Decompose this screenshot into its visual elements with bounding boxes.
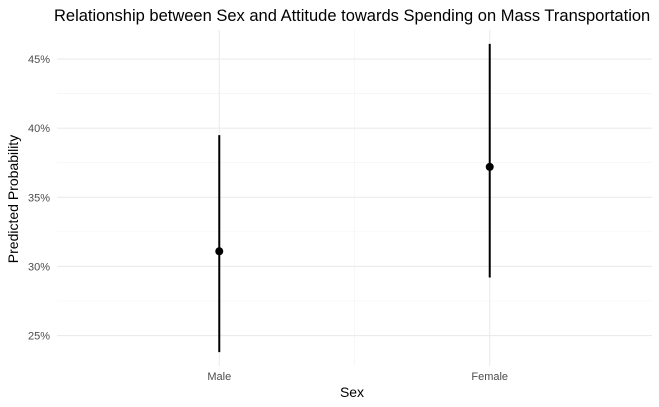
point-ranges (215, 43, 494, 353)
y-axis-label: Predicted Probability (5, 135, 21, 263)
y-axis-ticks: 25% 30% 35% 40% 45% (28, 54, 50, 343)
x-axis-ticks: Male Female (207, 371, 508, 383)
x-tick-label: Male (207, 371, 231, 383)
y-tick-label: 25% (28, 331, 50, 343)
y-tick-label: 45% (28, 54, 50, 66)
y-tick-label: 35% (28, 192, 50, 204)
grid (57, 30, 652, 366)
y-tick-label: 30% (28, 261, 50, 273)
x-axis-label: Sex (340, 384, 364, 400)
estimate-point (485, 162, 494, 171)
x-tick-label: Female (471, 371, 508, 383)
estimate-point (215, 247, 224, 256)
y-tick-label: 40% (28, 123, 50, 135)
chart-title: Relationship between Sex and Attitude to… (54, 7, 650, 25)
